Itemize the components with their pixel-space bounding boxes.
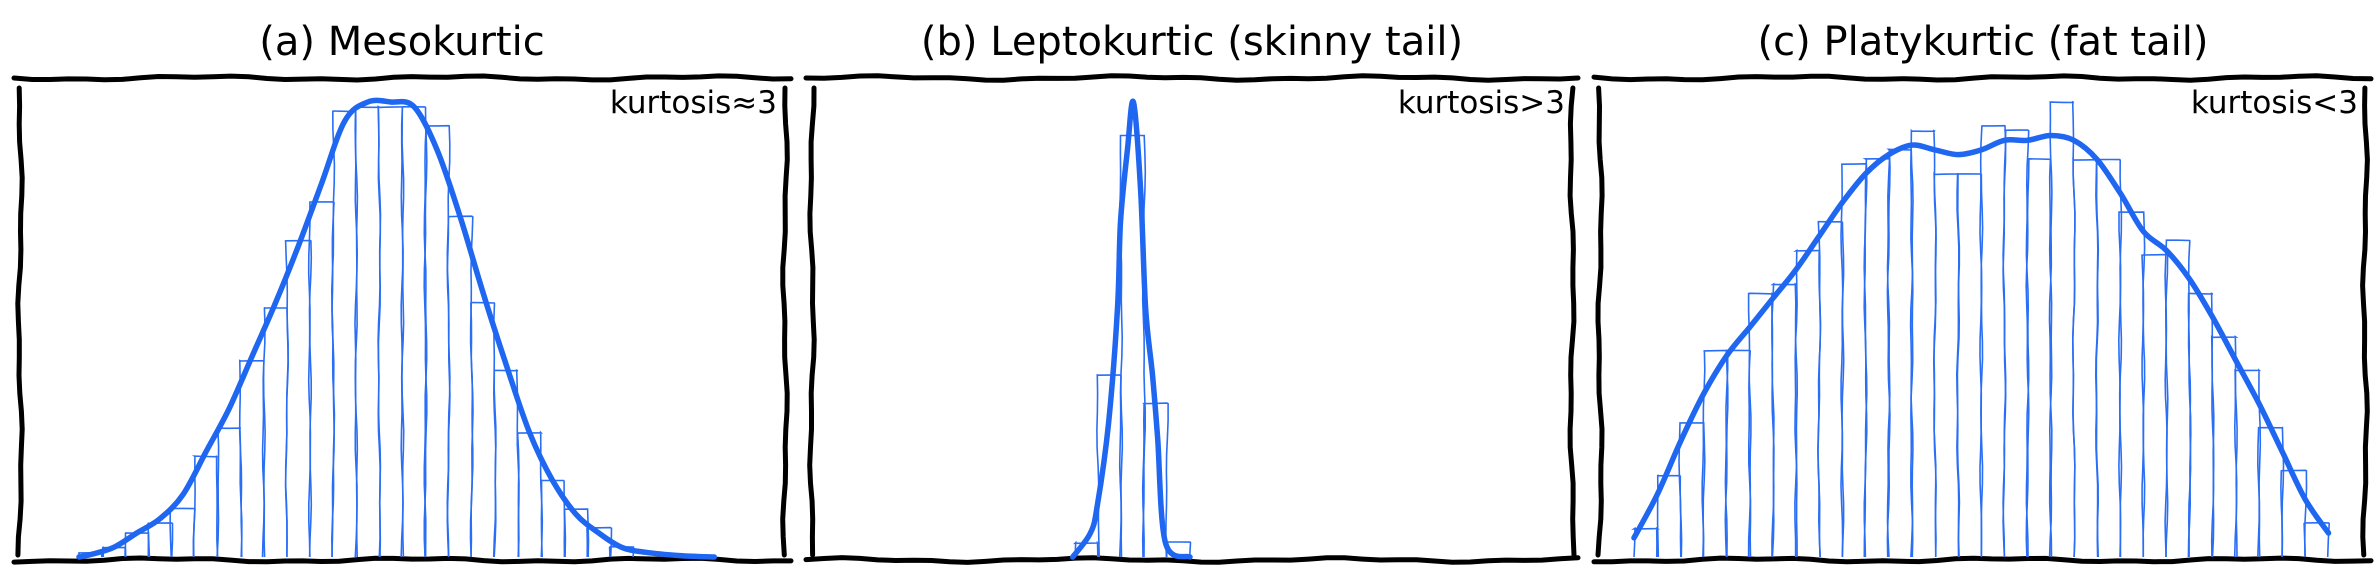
panel-c-top-border <box>1591 73 2374 83</box>
panel-c-histogram-bar-26 <box>2210 335 2239 558</box>
panel-a: (a) Mesokurtic kurtosis≈3 <box>11 19 794 565</box>
panel-c-histogram-bar-7 <box>1770 282 1799 558</box>
panel-c-histogram-bar-22 <box>2118 211 2146 558</box>
panel-a-histogram-bar-13 <box>354 105 383 558</box>
panel-c-bottom-border <box>1591 555 2374 565</box>
panel-c-histogram-bar-12 <box>1886 148 1914 558</box>
panel-a-histogram-bar-5 <box>169 507 196 558</box>
panel-a-bars <box>77 105 635 558</box>
panel-a-kde-curve <box>76 97 718 560</box>
panel-a-histogram-bar-16 <box>423 124 451 558</box>
panel-c: (c) Platykurtic (fat tail) kurtosis<3 <box>1591 19 2374 565</box>
panel-c-histogram-bar-16 <box>1979 124 2007 558</box>
panel-c-histogram-bar-6 <box>1747 292 1775 558</box>
panel-b-top-border <box>803 73 1581 83</box>
panel-a-title: (a) Mesokurtic <box>259 19 544 65</box>
panel-c-histogram-bar-14 <box>1933 172 1961 558</box>
panel-c-right-border <box>2360 85 2370 558</box>
panel-a-bottom-border <box>11 555 794 565</box>
panel-b-title: (b) Leptokurtic (skinny tail) <box>921 19 1463 65</box>
panel-c-histogram-bar-17 <box>2002 129 2030 558</box>
panel-c-title: (c) Platykurtic (fat tail) <box>1758 19 2209 65</box>
panel-a-histogram-bar-15 <box>400 106 428 558</box>
panel-a-histogram-bar-17 <box>446 215 474 558</box>
panel-b-frame <box>803 73 1581 565</box>
panel-a-top-border <box>11 73 794 83</box>
panel-c-histogram-bar-13 <box>1909 128 1937 558</box>
panel-a-annotation: kurtosis≈3 <box>610 85 777 121</box>
panel-c-left-border <box>1595 85 1605 558</box>
panel-c-histogram-bar-25 <box>2187 292 2215 558</box>
panel-a-histogram-bar-18 <box>469 301 497 558</box>
panel-b-kde-curve <box>1069 98 1193 560</box>
panel-a-histogram-bar-12 <box>330 110 359 558</box>
panel-b: (b) Leptokurtic (skinny tail) kurtosis>3 <box>803 19 1581 565</box>
panel-a-histogram-bar-4 <box>147 522 174 558</box>
panel-a-frame <box>11 73 794 565</box>
panel-a-histogram-bar-22 <box>563 508 590 558</box>
panel-c-kde-curve <box>1631 132 2332 541</box>
panel-a-histogram-bar-14 <box>377 105 405 558</box>
panel-c-histogram-bar-20 <box>2071 157 2100 558</box>
panel-c-histogram-bar-11 <box>1862 158 1891 558</box>
panel-c-histogram-bar-24 <box>2164 239 2192 558</box>
panel-a-kde <box>76 97 718 560</box>
panel-c-frame <box>1591 73 2374 565</box>
panel-a-histogram-bar-7 <box>216 426 243 558</box>
panel-c-bars <box>1631 100 2331 558</box>
panel-c-histogram-bar-29 <box>2280 469 2308 558</box>
panel-c-histogram-bar-3 <box>1678 422 1706 558</box>
panel-b-right-border <box>1567 85 1577 558</box>
panel-a-histogram-bar-11 <box>307 201 336 558</box>
panel-c-histogram-bar-23 <box>2141 253 2169 558</box>
panel-c-histogram-bar-21 <box>2095 158 2123 558</box>
panel-b-kde <box>1069 98 1193 560</box>
panel-a-histogram-bar-10 <box>284 239 313 558</box>
panel-c-histogram-bar-8 <box>1793 248 1822 558</box>
panel-b-bottom-border <box>803 555 1581 565</box>
panel-b-bars <box>1073 134 1192 558</box>
panel-c-histogram-bar-19 <box>2048 100 2076 558</box>
panel-c-histogram-bar-10 <box>1840 162 1868 558</box>
panel-c-histogram-bar-15 <box>1956 172 1984 558</box>
panel-c-histogram-bar-4 <box>1701 349 1729 558</box>
panel-b-annotation: kurtosis>3 <box>1398 85 1565 121</box>
panel-c-histogram-bar-18 <box>2025 158 2053 558</box>
panel-c-annotation: kurtosis<3 <box>2191 85 2358 121</box>
panel-c-kde <box>1631 132 2332 541</box>
panel-a-histogram-bar-9 <box>261 306 289 558</box>
panel-a-histogram-bar-23 <box>586 526 613 558</box>
panel-c-histogram-bar-5 <box>1724 349 1752 558</box>
panel-a-right-border <box>780 85 790 558</box>
panel-a-left-border <box>15 85 25 558</box>
panel-c-histogram-bar-9 <box>1817 220 1845 558</box>
panel-a-histogram-bar-8 <box>238 359 266 558</box>
panel-b-left-border <box>807 85 817 558</box>
